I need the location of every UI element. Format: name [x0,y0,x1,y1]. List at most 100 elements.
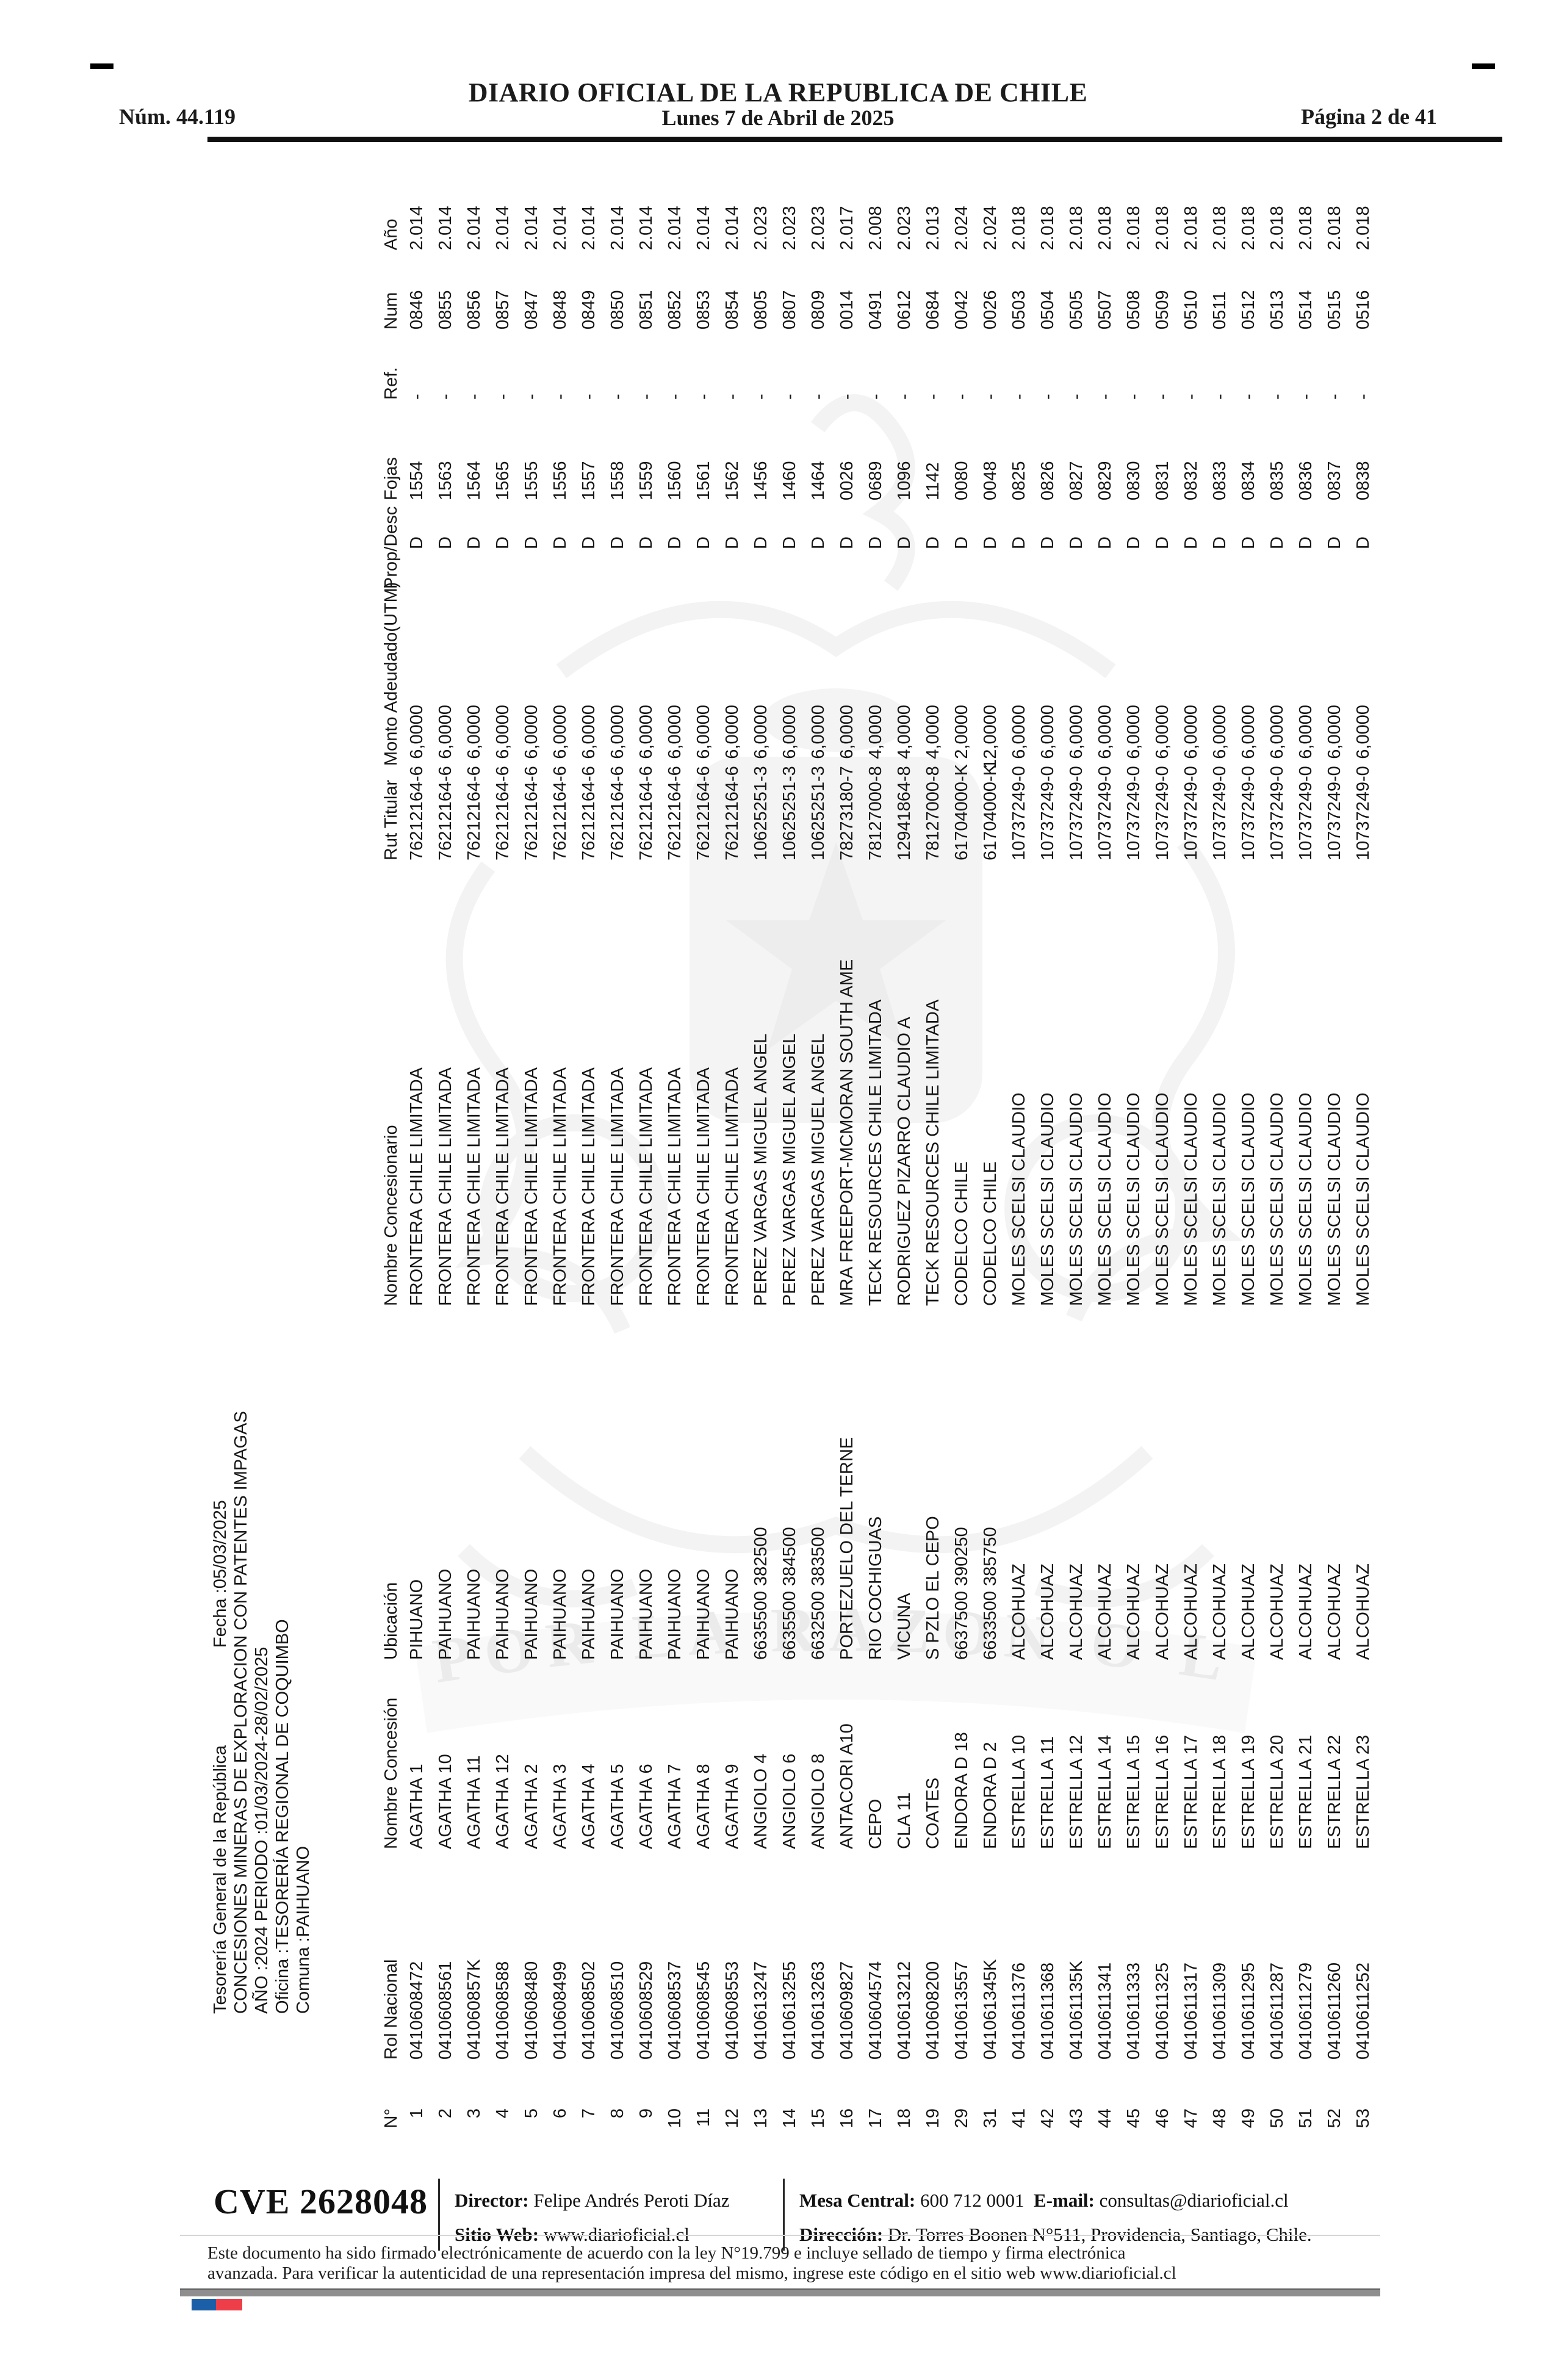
cell-monto: 6,0000 [751,705,771,759]
cell-concesion: CEPO [866,1798,885,1849]
cell-ano: 2.018 [1067,206,1086,250]
cell-monto: 6,0000 [837,705,857,759]
cell-n: 19 [923,2108,943,2129]
cell-num: 0516 [1353,290,1373,330]
col-header-ano: Año [381,218,401,250]
cell-ubicacion: PAIHUANO [722,1568,742,1660]
cell-monto: 6,0000 [522,705,541,759]
cell-concesionario: FRONTERA CHILE LIMITADA [608,1067,627,1306]
cell-concesion: ESTRELLA 12 [1067,1735,1086,1849]
cell-ano: 2.018 [1210,206,1230,250]
report-period: AÑO :2024 PERIODO :01/03/2024-28/02/2025 [252,1646,272,2014]
cell-fojas: 0689 [866,461,885,500]
table-row: 10 0410608537 AGATHA 7 PAIHUANO FRONTERA… [661,201,690,2160]
cell-ano: 2.014 [694,206,713,250]
cell-concesion: ESTRELLA 14 [1095,1735,1115,1849]
cell-concesionario: MOLES SCELSI CLAUDIO [1124,1092,1144,1306]
top-left-crop-mark [90,63,113,69]
cell-concesion: ESTRELLA 23 [1353,1735,1373,1849]
cell-fojas: 0827 [1067,461,1086,500]
cell-rol-nacional: 041061135K [1067,1960,1086,2060]
cell-ref: - [837,394,857,400]
cell-ref: - [493,394,513,400]
cell-ano: 2.013 [923,206,943,250]
cell-rol-nacional: 0410611287 [1267,1962,1287,2060]
cell-concesion: AGATHA 2 [522,1764,541,1849]
cell-ubicacion: PAIHUANO [436,1568,455,1660]
col-header-concesion: Nombre Concesión [381,1697,401,1849]
cell-rol-nacional: 0410608472 [407,1961,427,2060]
cell-fojas: 0829 [1095,461,1115,500]
cell-ano: 2.023 [809,206,828,250]
cell-monto: 6,0000 [1153,705,1172,759]
cell-ref: - [809,394,828,400]
col-header-fojas: Fojas [381,457,401,500]
cell-ubicacion: PIHUANO [407,1579,427,1660]
rotated-report: Tesorería General de la República Fecha … [201,201,1379,2160]
cell-concesion: ANTACORI A10 [837,1723,857,1849]
cell-num: 0504 [1038,290,1057,330]
cell-concesion: ESTRELLA 15 [1124,1735,1144,1849]
cell-concesion: ESTRELLA 18 [1210,1735,1230,1849]
cell-fojas: 1142 [923,462,943,500]
cell-concesion: AGATHA 1 [407,1764,427,1849]
col-header-ubicacion: Ubicación [381,1582,401,1660]
cell-concesionario: FRONTERA CHILE LIMITADA [665,1067,685,1306]
cell-rol-nacional: 0410613212 [895,1961,914,2060]
page-number: Página 2 de 41 [1300,104,1437,129]
cell-ano: 2.024 [952,206,971,250]
cell-monto: 6,0000 [1124,705,1144,759]
cell-concesion: AGATHA 8 [694,1764,713,1849]
cell-concesionario: MOLES SCELSI CLAUDIO [1095,1092,1115,1306]
cell-rol-nacional: 0410608499 [550,1961,570,2060]
cell-fojas: 1460 [780,461,799,500]
cell-num: 0855 [436,290,455,330]
col-header-monto: Monto Adeudado(UTM) [381,582,401,766]
cell-n: 42 [1038,2108,1057,2129]
cell-ubicacion: RIO COCHIGUAS [866,1516,885,1660]
cell-rol-nacional: 0410608561 [436,1961,455,2060]
cell-ref: - [1353,394,1373,400]
table-row: 17 0410604574 CEPO RIO COCHIGUAS TECK RE… [862,201,890,2160]
disclaimer-line-2: avanzada. Para verificar la autenticidad… [207,2263,1176,2283]
cell-concesionario: MOLES SCELSI CLAUDIO [1181,1092,1201,1306]
cell-rol-nacional: 0410608529 [636,1961,656,2060]
cell-concesion: ENDORA D 2 [981,1742,1000,1849]
report-date: Fecha :05/03/2025 [211,1500,230,1648]
cell-num: 0856 [464,290,484,330]
cell-ref: - [436,394,455,400]
cell-ano: 2.023 [895,206,914,250]
cell-concesion: AGATHA 6 [636,1764,656,1849]
cell-ubicacion: ALCOHUAZ [1267,1563,1287,1660]
cell-n: 16 [837,2108,857,2129]
cell-monto: 6,0000 [550,705,570,759]
cell-fojas: 1564 [464,461,484,500]
cell-ubicacion: PAIHUANO [550,1568,570,1660]
cell-ref: - [780,394,799,400]
cell-monto: 6,0000 [1095,705,1115,759]
cell-ref: - [550,394,570,400]
cell-ref: - [665,394,685,400]
table-row: 52 0410611260 ESTRELLA 22 ALCOHUAZ MOLES… [1320,201,1349,2160]
cell-ano: 2.018 [1038,206,1057,250]
cell-concesionario: MRA FREEPORT-MCMORAN SOUTH AME [837,959,857,1306]
cell-ano: 2.014 [665,206,685,250]
cell-concesionario: PEREZ VARGAS MIGUEL ANGEL [809,1033,828,1306]
cell-monto: 6,0000 [407,705,427,759]
cell-num: 0042 [952,290,971,330]
cell-ano: 2.014 [493,206,513,250]
cell-ref: - [694,394,713,400]
cell-concesion: ENDORA D 18 [952,1732,971,1849]
cell-concesion: ESTRELLA 10 [1009,1735,1029,1849]
cell-rol-nacional: 0410609827 [837,1961,857,2060]
cell-fojas: 0833 [1210,461,1230,500]
cell-fojas: 0837 [1325,461,1344,500]
sitio-url: www.diarioficial.cl [543,2224,690,2245]
cell-n: 50 [1267,2108,1287,2129]
cell-n: 6 [550,2108,570,2119]
cell-concesionario: TECK RESOURCES CHILE LIMITADA [923,999,943,1306]
cell-num: 0850 [608,290,627,330]
cell-monto: 6,0000 [1009,705,1029,759]
col-header-rut: Rut Titular [381,779,401,860]
cell-monto: 6,0000 [608,705,627,759]
